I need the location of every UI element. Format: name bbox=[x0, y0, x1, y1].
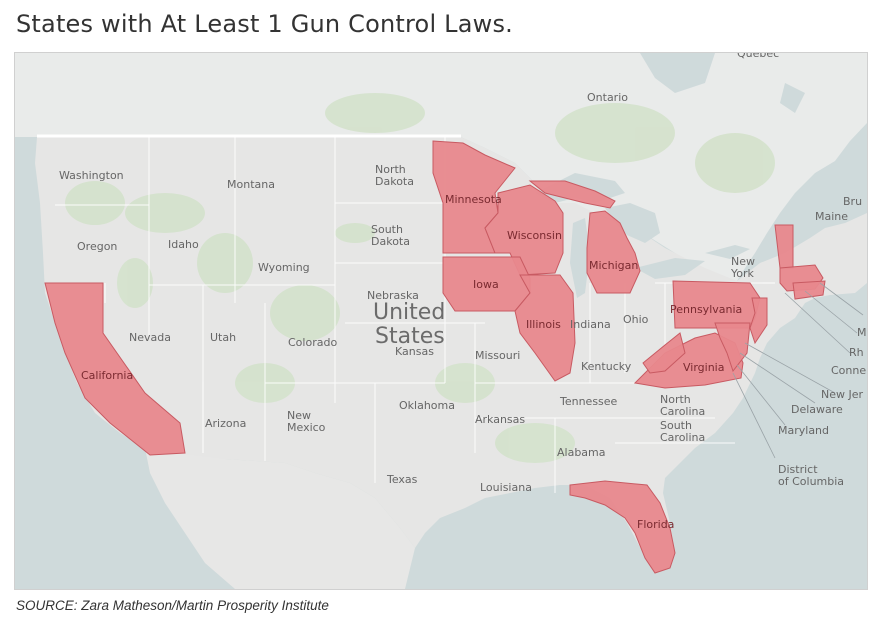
label-indiana: Indiana bbox=[570, 318, 611, 331]
label-oregon: Oregon bbox=[77, 240, 117, 253]
label-new-york: New York bbox=[730, 255, 755, 280]
label-wisconsin: Wisconsin bbox=[507, 229, 562, 242]
map-canvas[interactable]: Ontario Québec Washington Montana North D… bbox=[15, 53, 867, 589]
label-montana: Montana bbox=[227, 178, 275, 191]
label-pennsylvania: Pennsylvania bbox=[670, 303, 742, 316]
label-south-dakota: South Dakota bbox=[371, 223, 410, 248]
label-massachusetts: M bbox=[857, 326, 867, 339]
label-arkansas: Arkansas bbox=[475, 413, 525, 426]
leader-lines bbox=[732, 282, 864, 459]
label-iowa: Iowa bbox=[473, 278, 499, 291]
label-texas: Texas bbox=[386, 473, 418, 486]
water-north bbox=[640, 53, 715, 93]
label-california: California bbox=[81, 369, 133, 382]
label-north-carolina: North Carolina bbox=[660, 393, 705, 418]
label-delaware: Delaware bbox=[791, 403, 843, 416]
label-tennessee: Tennessee bbox=[559, 395, 618, 408]
label-kentucky: Kentucky bbox=[581, 360, 632, 373]
label-illinois: Illinois bbox=[526, 318, 561, 331]
label-idaho: Idaho bbox=[168, 238, 199, 251]
state-connecticut-ri[interactable] bbox=[792, 280, 826, 300]
label-minnesota: Minnesota bbox=[445, 193, 502, 206]
label-rhode-island: Rh bbox=[849, 346, 864, 359]
state-new-jersey[interactable] bbox=[749, 297, 768, 345]
label-oklahoma: Oklahoma bbox=[399, 399, 455, 412]
label-utah: Utah bbox=[210, 331, 236, 344]
label-new-mexico: New Mexico bbox=[287, 409, 326, 434]
label-michigan: Michigan bbox=[589, 259, 638, 272]
label-district-of-columbia: District of Columbia bbox=[778, 463, 844, 488]
state-maryland-delaware[interactable] bbox=[714, 322, 751, 373]
map-view[interactable]: Ontario Québec Washington Montana North D… bbox=[14, 52, 868, 590]
label-wyoming: Wyoming bbox=[258, 261, 310, 274]
label-washington: Washington bbox=[59, 169, 124, 182]
map-labels: Ontario Québec Washington Montana North D… bbox=[59, 53, 867, 531]
label-nebraska: Nebraska bbox=[367, 289, 419, 302]
label-bru: Bru bbox=[843, 195, 862, 208]
label-quebec: Québec bbox=[737, 53, 779, 60]
land-mexico bbox=[145, 448, 415, 589]
label-new-jersey: New Jer bbox=[821, 388, 864, 401]
state-california[interactable] bbox=[44, 282, 186, 456]
state-wisconsin[interactable] bbox=[484, 184, 564, 276]
label-florida: Florida bbox=[637, 518, 674, 531]
state-florida[interactable] bbox=[569, 480, 676, 574]
state-west-virginia-part[interactable] bbox=[642, 332, 686, 374]
water-lake bbox=[780, 83, 805, 113]
label-ontario: Ontario bbox=[587, 91, 628, 104]
label-nevada: Nevada bbox=[129, 331, 171, 344]
label-connecticut: Conne bbox=[831, 364, 866, 377]
country-label: United States bbox=[373, 300, 445, 349]
highlighted-states[interactable] bbox=[44, 140, 826, 574]
label-alabama: Alabama bbox=[557, 446, 606, 459]
source-note: SOURCE: Zara Matheson/Martin Prosperity … bbox=[16, 598, 329, 613]
label-maine: Maine bbox=[815, 210, 848, 223]
state-michigan[interactable] bbox=[528, 180, 641, 294]
chart-title: States with At Least 1 Gun Control Laws. bbox=[16, 10, 513, 38]
label-kansas: Kansas bbox=[395, 345, 434, 358]
label-missouri: Missouri bbox=[475, 349, 520, 362]
label-ohio: Ohio bbox=[623, 313, 649, 326]
label-arizona: Arizona bbox=[205, 417, 246, 430]
label-colorado: Colorado bbox=[288, 336, 337, 349]
label-north-dakota: North Dakota bbox=[375, 163, 414, 188]
state-illinois[interactable] bbox=[514, 274, 576, 382]
label-maryland: Maryland bbox=[778, 424, 829, 437]
label-louisiana: Louisiana bbox=[480, 481, 532, 494]
label-south-carolina: South Carolina bbox=[660, 419, 705, 444]
label-virginia: Virginia bbox=[683, 361, 724, 374]
